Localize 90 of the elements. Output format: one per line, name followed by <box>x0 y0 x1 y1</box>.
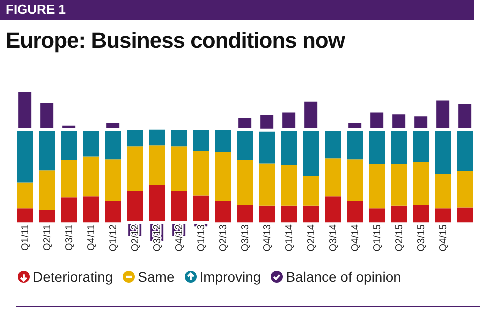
x-tick-label: Q2/14 <box>306 224 318 252</box>
bar <box>259 206 276 223</box>
bar <box>259 164 276 206</box>
bar <box>457 208 474 223</box>
bar <box>149 146 166 186</box>
caption: FIGURE 1 <box>0 0 474 20</box>
x-tick-label: Q3/15 <box>416 224 428 252</box>
bar <box>83 130 100 157</box>
bar <box>149 130 166 146</box>
bar <box>17 208 34 223</box>
bar <box>127 191 144 223</box>
bar <box>281 165 298 206</box>
bar <box>347 160 364 202</box>
bar <box>61 198 78 223</box>
bar <box>16 91 35 132</box>
x-tick-label: Q4/14 <box>350 224 362 252</box>
bar <box>105 130 122 160</box>
bar <box>325 196 342 223</box>
bar <box>369 164 386 209</box>
bar <box>413 162 430 205</box>
bar <box>435 208 452 223</box>
legend-label: Same <box>138 269 175 285</box>
bar <box>281 130 298 166</box>
bar <box>237 204 254 223</box>
bar <box>413 204 430 223</box>
x-tick-label: Q3/14 <box>328 224 340 252</box>
legend-label: Deteriorating <box>33 269 114 285</box>
bar <box>61 130 78 160</box>
bar <box>39 130 56 171</box>
bar <box>457 172 474 208</box>
bar <box>237 130 254 160</box>
bar <box>325 158 342 197</box>
bar <box>391 206 408 223</box>
bar <box>39 170 56 210</box>
bar <box>127 130 144 147</box>
bar <box>193 196 210 223</box>
bar <box>391 130 408 164</box>
bar <box>303 176 320 206</box>
chart-title: Europe: Business conditions now <box>6 28 346 54</box>
x-tick-label: Q2/13 <box>218 224 230 252</box>
bar <box>149 185 166 223</box>
bar <box>105 201 122 223</box>
bar <box>347 130 364 160</box>
x-tick-label: Q2/11 <box>42 224 54 251</box>
legend-label: Balance of opinion <box>286 269 402 285</box>
x-tick-label: Q4/12 <box>174 224 186 252</box>
x-tick-label: Q3/11 <box>64 224 76 251</box>
x-tick-label: Q1/12 <box>108 224 120 252</box>
x-tick-label: Q1/11 <box>20 224 32 251</box>
bar <box>17 130 34 183</box>
x-tick-label: Q3/12 <box>152 224 164 252</box>
bar <box>17 182 34 209</box>
bar <box>369 130 386 164</box>
bar <box>171 146 188 192</box>
x-tick-label: Q4/15 <box>438 224 450 252</box>
bar <box>391 164 408 206</box>
bar <box>457 130 474 172</box>
bar <box>215 152 232 202</box>
x-tick-label: Q2/12 <box>130 224 142 252</box>
bar <box>61 160 78 198</box>
bar <box>105 160 122 202</box>
x-tick-label: Q4/13 <box>262 224 274 252</box>
bar <box>369 208 386 223</box>
bar <box>193 130 210 152</box>
bar <box>171 191 188 223</box>
bar <box>281 206 298 223</box>
bar <box>347 201 364 223</box>
bar <box>325 130 342 159</box>
x-tick-label: Q3/13 <box>240 224 252 252</box>
bar <box>435 130 452 174</box>
x-tick-label: Q4/11 <box>86 224 98 251</box>
x-tick-label: Q1/13 <box>196 224 208 252</box>
bar <box>215 201 232 223</box>
x-tick-label: Q2/15 <box>394 224 406 252</box>
bar <box>83 196 100 223</box>
bar <box>435 174 452 209</box>
x-tick-label: Q1/15 <box>372 224 384 252</box>
bar <box>171 130 188 147</box>
bar <box>237 160 254 205</box>
legend-label: Improving <box>200 269 262 285</box>
bar <box>259 130 276 164</box>
bar <box>215 130 232 152</box>
bar <box>83 156 100 197</box>
bar <box>127 146 144 192</box>
bar <box>193 151 210 196</box>
bar <box>413 130 430 162</box>
bar <box>39 210 56 223</box>
bar <box>303 130 320 176</box>
bar <box>303 206 320 223</box>
x-tick-label: Q1/14 <box>284 224 296 252</box>
